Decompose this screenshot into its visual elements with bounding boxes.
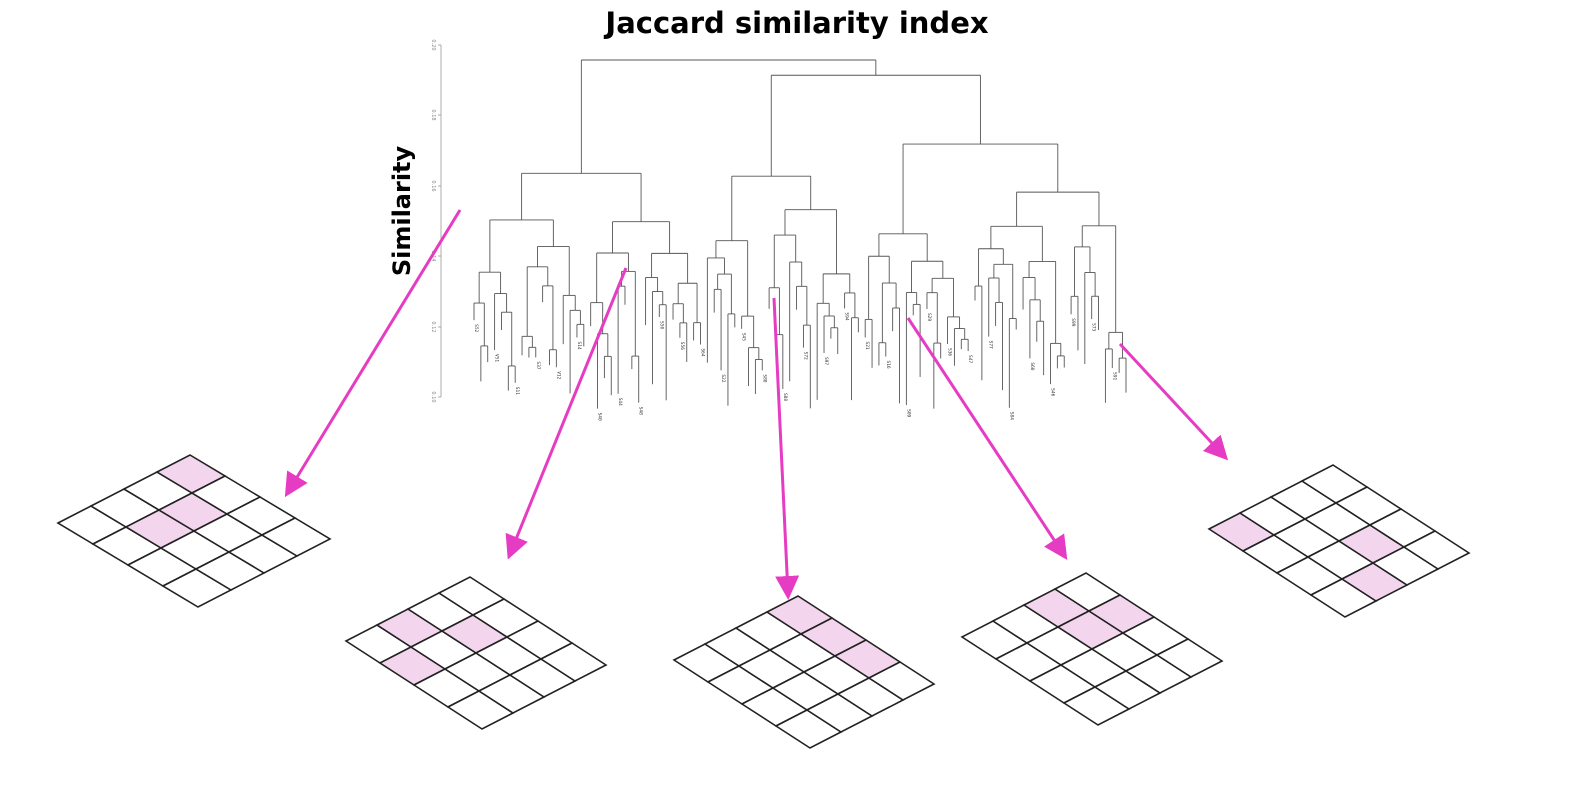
leaf-label: S50 xyxy=(658,321,664,329)
leaf-label: S99 xyxy=(1070,318,1076,326)
matrix-cell xyxy=(539,642,608,682)
matrix-4 xyxy=(960,572,1224,726)
leaf-label: S47 xyxy=(967,355,973,363)
leaf-label: S72 xyxy=(802,352,808,360)
leaf-label: S37 xyxy=(535,361,541,369)
leaf-label: S22 xyxy=(720,374,726,382)
similarity-matrices xyxy=(56,454,1471,749)
axis-tick-label: 0.16 xyxy=(430,180,436,191)
leaf-label: S40 xyxy=(597,413,603,421)
pointer-arrow xyxy=(906,317,1068,561)
pointer-arrow xyxy=(772,297,800,600)
leaf-label: S44 xyxy=(617,398,623,406)
leaf-label: S14 xyxy=(576,341,582,349)
similarity-axis: 0.200.180.160.140.120.10 xyxy=(430,39,442,403)
leaf-label: S52 xyxy=(473,324,479,332)
leaf-label: S21 xyxy=(864,342,870,350)
diagram-title: Jaccard similarity index xyxy=(605,6,989,40)
arrows xyxy=(284,209,1229,600)
matrix-5 xyxy=(1207,464,1471,618)
axis-tick-label: 0.10 xyxy=(430,391,436,402)
leaf-label: S64 xyxy=(699,348,705,356)
leaf-label: S45 xyxy=(741,333,747,341)
matrix-cell xyxy=(867,661,936,701)
leaf-label: S48 xyxy=(638,407,644,415)
pointer-arrow xyxy=(505,267,628,560)
matrix-1 xyxy=(56,454,332,608)
leaf-label: S94 xyxy=(844,312,850,320)
dendrogram: S52 V51 S11 S37 V12 S14 S40 S44 S48 S50 S56 S64 S22 S… xyxy=(473,59,1127,421)
leaf-label: S80 xyxy=(761,374,767,382)
matrix-cell xyxy=(1155,638,1224,678)
matrix-2 xyxy=(344,576,608,730)
leaf-label: S77 xyxy=(988,341,994,349)
leaf-label: S97 xyxy=(823,357,829,365)
matrix-cell xyxy=(1402,530,1471,570)
leaf-label: S09 xyxy=(905,409,911,417)
leaf-label: S16 xyxy=(885,360,891,368)
leaf-label: S29 xyxy=(926,313,932,321)
axis-tick-label: 0.18 xyxy=(430,109,436,120)
matrix-3 xyxy=(672,595,936,749)
leaf-label: V51 xyxy=(494,354,500,362)
matrix-cell xyxy=(260,517,332,557)
leaf-label: S60 xyxy=(1029,362,1035,370)
leaf-label: S91 xyxy=(1111,372,1117,380)
leaf-label: S84 xyxy=(1008,412,1014,420)
leaf-label: V12 xyxy=(555,371,561,379)
leaf-label: S73 xyxy=(1091,323,1097,331)
axis-tick-label: 0.20 xyxy=(430,39,436,50)
leaf-label: S11 xyxy=(514,387,520,395)
axis-tick-label: 0.12 xyxy=(430,321,436,332)
leaf-label: S56 xyxy=(679,342,685,350)
leaf-label: S46 xyxy=(1050,388,1056,396)
leaf-label: S36 xyxy=(947,348,953,356)
pointer-arrow xyxy=(284,209,462,498)
pointer-arrow xyxy=(1118,342,1229,461)
leaf-label: S88 xyxy=(782,393,788,401)
